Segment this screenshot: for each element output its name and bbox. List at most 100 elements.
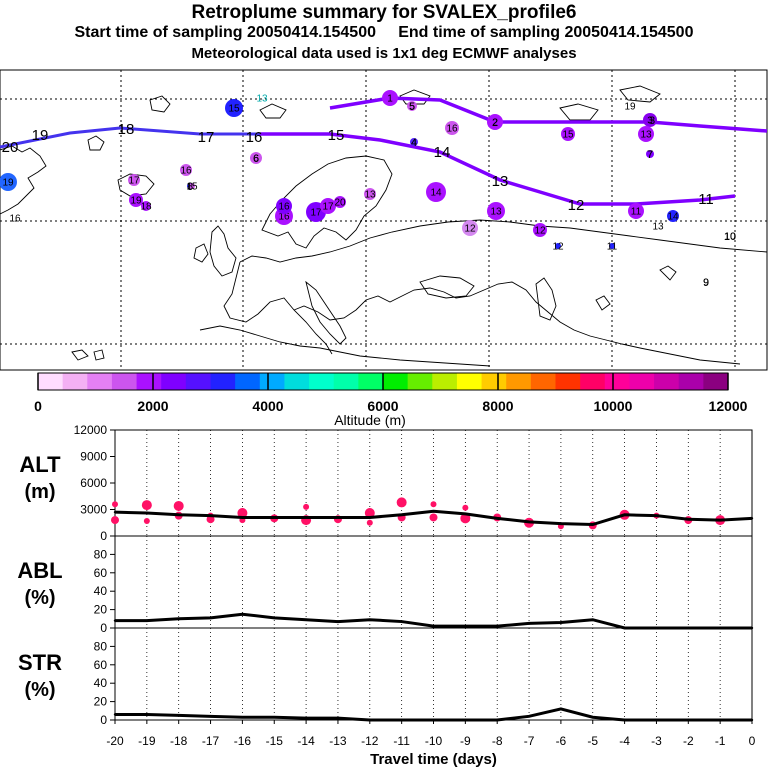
track-number: 2 [492, 117, 498, 129]
series-point [241, 516, 244, 519]
track-number: 6 [253, 153, 259, 165]
map-marker [646, 150, 654, 158]
map-marker [609, 243, 615, 249]
track-number: 7 [647, 149, 653, 161]
y-tick-label: 3000 [80, 503, 107, 517]
panel-label: ALT [19, 452, 61, 477]
map-marker [638, 126, 654, 142]
track-number: 14 [434, 144, 451, 161]
series-point [241, 613, 244, 616]
colorbar-tick-label: 6000 [367, 398, 398, 414]
alt-marker [237, 508, 248, 519]
map-marker [561, 127, 575, 141]
map-marker [180, 164, 192, 176]
map-marker [445, 121, 459, 135]
map-marker [189, 183, 195, 189]
series-point [145, 511, 149, 515]
x-tick-label: -20 [106, 734, 124, 748]
map-marker [407, 101, 417, 111]
series-point [591, 716, 594, 719]
colorbar-swatch [629, 373, 655, 390]
colorbar-tick-label: 8000 [482, 398, 513, 414]
lower-plume-track [260, 132, 736, 206]
map-marker [225, 99, 243, 117]
map-marker-label: 19 [624, 102, 636, 113]
series-point [177, 513, 180, 516]
series-point [304, 716, 308, 720]
time-series-panels: 030006000900012000ALT(m)020406080ABL(%)0… [17, 423, 755, 768]
track-number: 18 [118, 121, 135, 138]
map-marker-label: 11 [607, 242, 618, 253]
alt-marker [112, 501, 118, 508]
series-point [591, 618, 594, 621]
track-number: 4 [411, 137, 417, 149]
map-marker-label: 16 [278, 202, 290, 213]
alt-marker [460, 513, 471, 524]
met-data-note: Meteorological data used is 1x1 deg ECMW… [191, 45, 577, 62]
y-tick-label: 20 [94, 695, 108, 709]
map-marker [276, 198, 292, 214]
panel-alt: 0 3000 6000 9000 12000 ALT (m) [19, 423, 754, 543]
colorbar-swatch [358, 373, 384, 390]
colorbar-swatch [481, 373, 507, 390]
colorbar-tick-label: 2000 [137, 398, 168, 414]
track-number: 16 [246, 129, 263, 146]
map-marker [334, 196, 346, 208]
x-tick-label: -9 [460, 734, 471, 748]
map-marker-label: 14 [667, 212, 679, 223]
colorbar-swatch [161, 373, 187, 390]
map-marker-label: 16 [9, 214, 21, 225]
map-marker [141, 201, 151, 211]
colorbar-tick-label: 4000 [252, 398, 283, 414]
map-marker-label: 17 [310, 208, 322, 219]
map-panel: 1234567891011111212121313131313141415151… [0, 69, 768, 371]
colorbar-swatch [703, 373, 729, 390]
colorbar-tick-label: 12000 [709, 398, 748, 414]
map-marker [628, 203, 644, 219]
map-marker [426, 182, 446, 202]
x-tick-label: -6 [556, 734, 567, 748]
map-marker-label: 15 [186, 182, 198, 193]
colorbar-swatch [38, 373, 64, 390]
y-tick-label: 12000 [74, 423, 108, 437]
x-tick-label: -14 [297, 734, 315, 748]
map-marker-label: 9 [703, 278, 709, 289]
series-point [464, 512, 467, 516]
map-marker-label: 5 [409, 102, 415, 113]
map-frame [0, 69, 768, 371]
x-tick-label: -10 [425, 734, 443, 748]
series-point [400, 620, 403, 623]
map-markers: 1234567891011111212121313131313141415151… [0, 90, 736, 289]
track-number: 9 [703, 277, 709, 289]
coastlines [0, 85, 768, 367]
map-marker-label: 10 [724, 232, 736, 243]
map-marker [129, 193, 143, 207]
colorbar-swatch [407, 373, 433, 390]
series-point [368, 618, 371, 621]
track-number: 11 [698, 191, 714, 208]
colorbar-swatch [111, 373, 138, 390]
series-line-str [115, 707, 752, 722]
map-marker-label: 13 [256, 94, 268, 105]
colorbar-swatch [506, 373, 532, 390]
y-tick-label: 0 [100, 713, 107, 727]
series-point [718, 518, 722, 522]
series-point [241, 716, 244, 719]
x-tick-label: -13 [329, 734, 347, 748]
map-marker [643, 113, 657, 127]
series-point [113, 619, 117, 622]
y-tick-label: 0 [100, 621, 107, 635]
series-point [336, 620, 340, 623]
panel-unit: (%) [24, 587, 55, 609]
series-point [113, 510, 117, 514]
colorbar-label: Altitude (m) [334, 412, 406, 428]
x-tick-label: -11 [393, 734, 410, 748]
colorbar-swatch [580, 373, 606, 390]
map-marker-label: 12 [464, 224, 476, 235]
colorbar-tick-label: 0 [34, 398, 42, 414]
y-tick-label: 6000 [80, 476, 107, 490]
y-tick-label: 20 [94, 603, 108, 617]
panel-unit: (%) [24, 679, 55, 701]
